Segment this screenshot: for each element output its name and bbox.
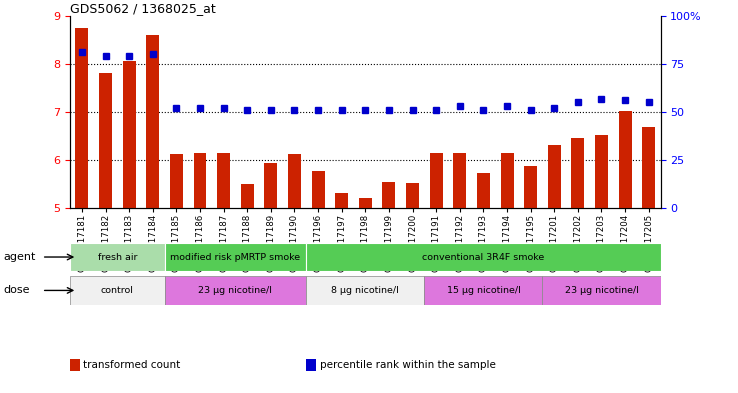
Bar xyxy=(241,184,254,208)
Bar xyxy=(193,153,207,208)
Bar xyxy=(595,135,608,208)
Text: agent: agent xyxy=(4,252,36,262)
Bar xyxy=(571,138,584,208)
Bar xyxy=(99,73,112,208)
Text: dose: dose xyxy=(4,285,30,296)
Text: 23 µg nicotine/l: 23 µg nicotine/l xyxy=(565,286,638,295)
Text: 15 µg nicotine/l: 15 µg nicotine/l xyxy=(446,286,520,295)
Bar xyxy=(424,276,542,305)
Bar xyxy=(311,171,325,208)
Text: transformed count: transformed count xyxy=(83,360,181,371)
Bar xyxy=(170,154,183,208)
Text: 8 µg nicotine/l: 8 µg nicotine/l xyxy=(331,286,399,295)
Bar xyxy=(542,276,661,305)
Text: fresh air: fresh air xyxy=(97,253,137,261)
Bar xyxy=(642,127,655,208)
Text: 23 µg nicotine/l: 23 µg nicotine/l xyxy=(199,286,272,295)
Bar xyxy=(359,198,372,208)
Bar xyxy=(146,35,159,208)
Bar xyxy=(75,28,89,208)
Text: GDS5062 / 1368025_at: GDS5062 / 1368025_at xyxy=(70,2,215,15)
Bar xyxy=(306,276,424,305)
Bar xyxy=(264,163,277,208)
Bar xyxy=(453,153,466,208)
Bar xyxy=(306,243,661,271)
Bar xyxy=(500,153,514,208)
Bar xyxy=(406,183,419,208)
Bar xyxy=(335,193,348,208)
Bar xyxy=(217,153,230,208)
Bar xyxy=(618,111,632,208)
Bar xyxy=(70,276,165,305)
Bar xyxy=(548,145,561,208)
Bar xyxy=(165,243,306,271)
Text: percentile rank within the sample: percentile rank within the sample xyxy=(320,360,495,371)
Bar xyxy=(477,173,490,208)
Bar xyxy=(524,166,537,208)
Bar xyxy=(382,182,396,208)
Bar xyxy=(70,243,165,271)
Text: conventional 3R4F smoke: conventional 3R4F smoke xyxy=(422,253,545,261)
Text: control: control xyxy=(101,286,134,295)
Bar xyxy=(430,153,443,208)
Bar xyxy=(165,276,306,305)
Bar xyxy=(288,154,301,208)
Bar xyxy=(123,61,136,208)
Text: modified risk pMRTP smoke: modified risk pMRTP smoke xyxy=(170,253,300,261)
